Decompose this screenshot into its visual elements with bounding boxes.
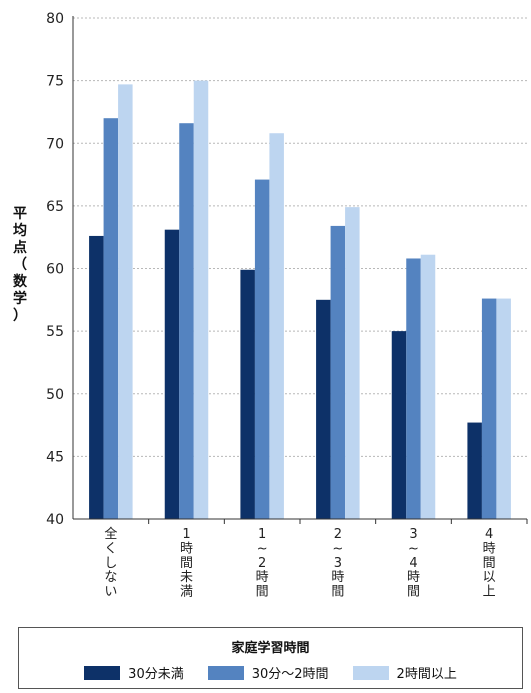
legend-label: 30分未満 xyxy=(128,667,184,682)
legend-label: 30分〜2時間 xyxy=(251,667,329,682)
bar xyxy=(345,207,360,519)
x-axis-categories: 全くしない 1 時間未満 1 ~2 時間 2 ~3 時間 3 ~4 時間 4 時間以上 xyxy=(104,526,495,600)
bar-chart: 40 45 50 55 60 65 70 75 80 全くしない 1 時間未満 1 ~2 時間 2 ~3 時間 3… xyxy=(13,11,528,600)
legend-item-30min-2h: 30分〜2時間 xyxy=(207,663,329,682)
y-tick-label: 60 xyxy=(46,262,64,278)
axes xyxy=(72,16,528,524)
y-tick-label: 80 xyxy=(46,11,64,27)
y-tick-label: 45 xyxy=(46,449,64,465)
gridlines xyxy=(73,17,527,457)
legend-swatch xyxy=(84,665,121,680)
x-tick-label: 2 ~3 時間 xyxy=(331,527,344,600)
legend-label: 2時間以上 xyxy=(396,667,457,682)
x-tick-label: 全くしない xyxy=(104,526,117,600)
x-tick-label: 1 ~2 時間 xyxy=(256,527,269,600)
y-axis-label: 平均点（数学） xyxy=(13,206,28,324)
y-tick-label: 55 xyxy=(46,324,64,340)
y-tick-label: 70 xyxy=(46,136,64,152)
legend-swatch xyxy=(207,665,244,680)
bar xyxy=(240,269,255,519)
bar xyxy=(330,225,346,520)
y-tick-label: 75 xyxy=(46,74,64,90)
legend-swatch xyxy=(352,665,389,680)
bar xyxy=(179,123,194,520)
x-tick-label: 1 時間未満 xyxy=(180,527,193,600)
legend-title: 家庭学習時間 xyxy=(231,641,310,656)
legend-item-under-30min: 30分未満 xyxy=(84,663,184,682)
bar xyxy=(496,298,511,519)
bar xyxy=(254,179,270,519)
y-tick-label: 50 xyxy=(46,387,64,403)
x-tick-label: 3 ~4 時間 xyxy=(407,527,420,600)
bar xyxy=(406,258,421,519)
bar xyxy=(316,299,331,519)
bars xyxy=(89,80,511,520)
y-axis-ticks: 40 45 50 55 60 65 70 75 80 xyxy=(46,11,64,528)
y-tick-label: 40 xyxy=(46,512,64,528)
bar xyxy=(164,229,180,520)
x-tick-label: 4 時間以上 xyxy=(483,527,496,600)
legend-items: 30分未満 30分〜2時間 2時間以上 xyxy=(19,663,522,682)
bar xyxy=(391,331,407,519)
bar xyxy=(118,84,133,519)
bar xyxy=(193,80,209,519)
legend: 家庭学習時間 30分未満 30分〜2時間 2時間以上 xyxy=(18,627,523,689)
bar xyxy=(103,118,119,519)
bar xyxy=(269,133,284,520)
bar xyxy=(89,235,104,519)
bar xyxy=(467,422,482,519)
bar xyxy=(420,254,436,519)
bar xyxy=(481,298,497,519)
y-tick-label: 65 xyxy=(46,199,64,215)
legend-item-over-2h: 2時間以上 xyxy=(352,663,457,682)
